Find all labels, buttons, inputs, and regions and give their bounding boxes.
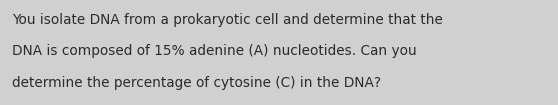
Text: determine the percentage of cytosine (C) in the DNA?: determine the percentage of cytosine (C)… (12, 76, 382, 90)
Text: You isolate DNA from a prokaryotic cell and determine that the: You isolate DNA from a prokaryotic cell … (12, 13, 443, 27)
Text: DNA is composed of 15% adenine (A) nucleotides. Can you: DNA is composed of 15% adenine (A) nucle… (12, 44, 417, 58)
